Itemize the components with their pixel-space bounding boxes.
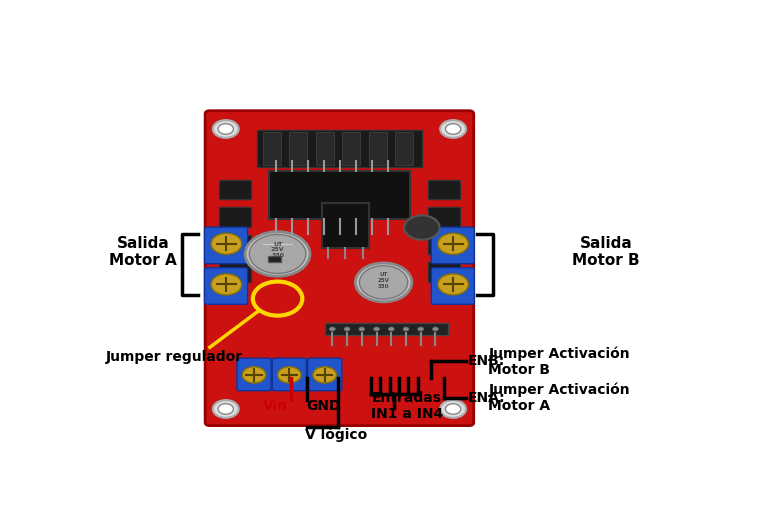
FancyBboxPatch shape — [268, 257, 280, 262]
Circle shape — [359, 327, 365, 331]
Text: ENB:: ENB: — [468, 355, 505, 368]
FancyBboxPatch shape — [204, 268, 248, 304]
Text: Jumper Activación
Motor A: Jumper Activación Motor A — [489, 383, 630, 413]
Circle shape — [356, 263, 412, 302]
Circle shape — [218, 404, 233, 414]
FancyBboxPatch shape — [369, 132, 387, 164]
Circle shape — [418, 327, 423, 331]
FancyBboxPatch shape — [272, 358, 306, 391]
FancyBboxPatch shape — [428, 180, 461, 199]
FancyBboxPatch shape — [428, 235, 461, 255]
Text: V lógico: V lógico — [306, 427, 368, 442]
FancyBboxPatch shape — [325, 323, 448, 335]
Circle shape — [438, 274, 468, 295]
Circle shape — [277, 367, 301, 383]
FancyBboxPatch shape — [428, 207, 461, 227]
Text: UT
25V
330: UT 25V 330 — [378, 272, 390, 289]
Text: Salida
Motor A: Salida Motor A — [109, 236, 177, 268]
Circle shape — [440, 400, 466, 418]
Text: UT
25V
330: UT 25V 330 — [271, 241, 284, 258]
FancyBboxPatch shape — [308, 358, 342, 391]
Circle shape — [344, 327, 350, 331]
Text: Entradas
IN1 a IN4: Entradas IN1 a IN4 — [371, 391, 443, 421]
FancyBboxPatch shape — [269, 171, 410, 219]
FancyBboxPatch shape — [316, 132, 334, 164]
Circle shape — [359, 266, 408, 299]
FancyBboxPatch shape — [219, 207, 251, 227]
Circle shape — [329, 327, 335, 331]
FancyBboxPatch shape — [432, 268, 474, 304]
FancyBboxPatch shape — [321, 203, 369, 248]
Circle shape — [211, 233, 242, 255]
FancyBboxPatch shape — [204, 227, 248, 264]
FancyBboxPatch shape — [205, 111, 473, 426]
FancyBboxPatch shape — [263, 132, 280, 164]
FancyBboxPatch shape — [257, 130, 422, 167]
Text: Jumper regulador: Jumper regulador — [106, 350, 243, 365]
Circle shape — [213, 400, 239, 418]
Circle shape — [404, 216, 439, 240]
Circle shape — [374, 327, 379, 331]
Text: Salida
Motor B: Salida Motor B — [572, 236, 640, 268]
Circle shape — [445, 404, 461, 414]
Circle shape — [445, 124, 461, 134]
Circle shape — [249, 235, 306, 274]
Circle shape — [403, 327, 409, 331]
FancyBboxPatch shape — [219, 180, 251, 199]
FancyBboxPatch shape — [432, 227, 474, 264]
Text: ENA:: ENA: — [468, 391, 505, 405]
FancyBboxPatch shape — [342, 132, 360, 164]
Circle shape — [218, 124, 233, 134]
Circle shape — [388, 327, 394, 331]
Circle shape — [213, 120, 239, 138]
FancyBboxPatch shape — [237, 358, 271, 391]
Circle shape — [432, 327, 439, 331]
Circle shape — [242, 367, 266, 383]
FancyBboxPatch shape — [428, 262, 461, 282]
Circle shape — [313, 367, 337, 383]
Circle shape — [440, 120, 466, 138]
FancyBboxPatch shape — [395, 132, 413, 164]
Text: GND: GND — [306, 399, 340, 413]
FancyBboxPatch shape — [290, 132, 307, 164]
FancyBboxPatch shape — [219, 262, 251, 282]
Circle shape — [438, 233, 468, 255]
Circle shape — [245, 232, 310, 276]
Text: Jumper Activación
Motor B: Jumper Activación Motor B — [489, 346, 630, 377]
FancyBboxPatch shape — [219, 235, 251, 255]
Circle shape — [211, 274, 242, 295]
Text: Vin: Vin — [263, 399, 288, 413]
